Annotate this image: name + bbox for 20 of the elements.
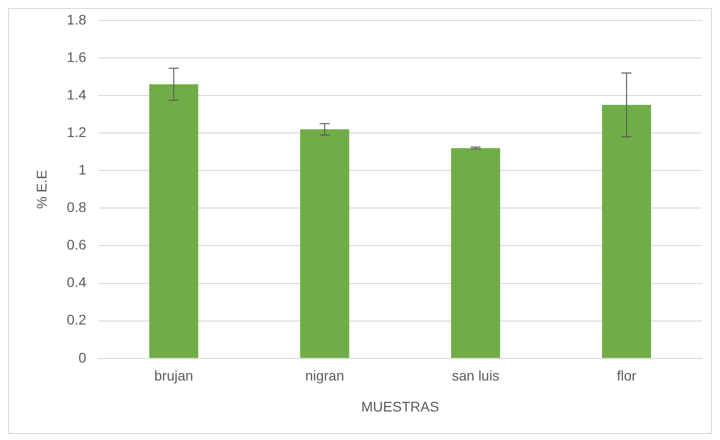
y-tick-label: 0: [78, 349, 86, 366]
x-tick-label: nigran: [305, 368, 344, 384]
y-axis-title: % E.E: [33, 170, 50, 209]
y-tick-label: 0.8: [66, 199, 86, 216]
y-tick-label: 0.6: [66, 236, 86, 253]
y-tick-label: 1.6: [66, 48, 86, 65]
x-axis-title: MUESTRAS: [361, 398, 440, 414]
bar: [451, 148, 500, 358]
y-tick-label: 0.2: [66, 312, 86, 328]
y-tick-label: 0.4: [66, 274, 86, 290]
y-tick-label: 1.4: [66, 86, 86, 102]
y-tick-label: 1.8: [66, 11, 86, 28]
bar: [149, 84, 198, 358]
bar: [602, 104, 652, 358]
x-tick-label: san luis: [452, 368, 500, 384]
x-tick-label: brujan: [154, 368, 194, 384]
y-tick-label: 1: [78, 161, 86, 178]
bar: [300, 129, 350, 358]
x-tick-label: flor: [616, 368, 637, 384]
y-tick-label: 1.2: [66, 124, 86, 140]
